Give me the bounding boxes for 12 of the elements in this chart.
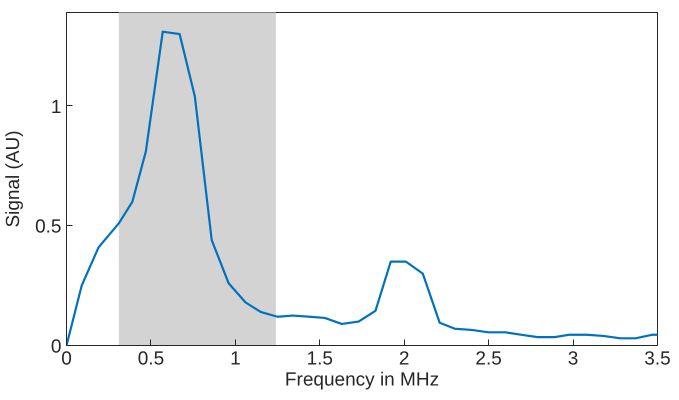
line-series [66,30,658,346]
x-tick-label: 1 [230,348,241,370]
y-tick-label: 0.5 [35,216,62,238]
x-tick-label: 3 [568,348,578,370]
x-axis-title: Frequency in MHz [284,370,440,390]
x-tick-label: 1.5 [306,348,333,370]
x-tick-label: 3.5 [644,348,671,370]
y-axis-title: Signal (AU) [3,130,24,228]
y-tick-label: 1 [50,96,62,118]
x-tick-label: 2.5 [475,348,502,370]
x-tick-label: 2 [398,348,410,370]
x-tick-label: 0.5 [138,348,164,370]
